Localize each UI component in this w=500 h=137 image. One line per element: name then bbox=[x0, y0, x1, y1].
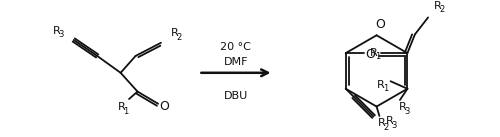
Text: 3: 3 bbox=[391, 121, 396, 129]
Text: O: O bbox=[376, 18, 386, 32]
Text: R: R bbox=[53, 26, 60, 36]
Text: DBU: DBU bbox=[224, 91, 248, 101]
Text: O: O bbox=[160, 100, 170, 113]
Text: 1: 1 bbox=[376, 52, 380, 61]
Text: 3: 3 bbox=[58, 30, 64, 39]
Text: O: O bbox=[365, 48, 375, 61]
Text: 3: 3 bbox=[404, 107, 409, 116]
Text: 2: 2 bbox=[384, 123, 389, 132]
Text: R: R bbox=[434, 1, 442, 11]
Text: R: R bbox=[370, 48, 378, 58]
Text: R: R bbox=[118, 102, 126, 112]
Text: 2: 2 bbox=[439, 5, 444, 15]
Text: R: R bbox=[171, 28, 179, 38]
Text: 2: 2 bbox=[176, 33, 182, 42]
Text: R: R bbox=[399, 102, 406, 112]
Text: DMF: DMF bbox=[224, 57, 248, 67]
Text: 1: 1 bbox=[383, 84, 388, 93]
Text: R: R bbox=[386, 116, 394, 126]
Text: R: R bbox=[378, 118, 386, 128]
Text: 20 °C: 20 °C bbox=[220, 42, 252, 52]
Text: 1: 1 bbox=[123, 107, 128, 116]
Text: R: R bbox=[378, 80, 385, 90]
